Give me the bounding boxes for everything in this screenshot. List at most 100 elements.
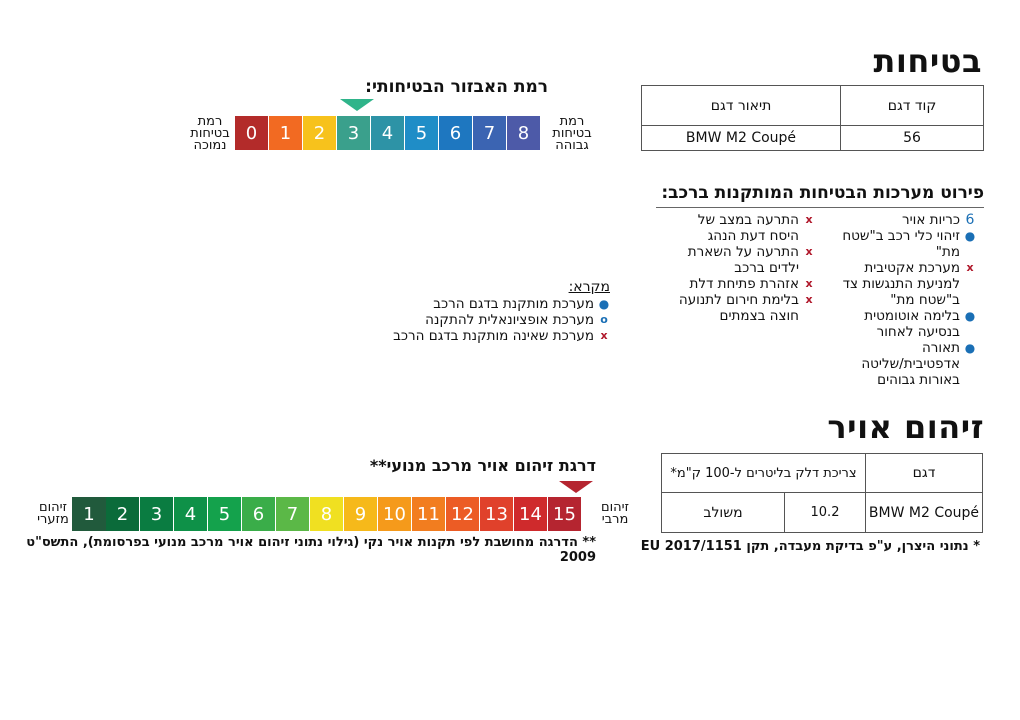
label-line: רמת (197, 114, 223, 129)
systems-divider (656, 207, 984, 208)
safety-low-label: רמת בטיחות נמוכה (188, 114, 232, 153)
not-installed-icon: x (966, 261, 974, 274)
safety-level-1: 1 (269, 116, 303, 150)
list-item: x התרעה על השארת ילדים ברכב (665, 244, 815, 276)
installed-icon: ● (598, 297, 610, 311)
pollution-model-table: דגם צריכת דלק בליטרים ל-100 ק"מ* BMW M2 … (661, 453, 983, 533)
selected-level-arrow (340, 99, 374, 111)
safety-systems-title: פירוט מערכות הבטיחות המותקנות ברכב: (661, 183, 984, 203)
label-line: בטיחות (552, 126, 592, 141)
item-label: בלימת חירום לתנועה חוצה בצמתים (678, 292, 799, 324)
table-cell: BMW M2 Coupé (865, 492, 983, 533)
item-label: התרעה על השארת ילדים ברכב (687, 244, 799, 276)
footnote-fuel: * נתוני היצרן, ע"פ בדיקת מעבדה, תקן EU 2… (640, 539, 980, 554)
not-installed-icon: x (600, 329, 608, 342)
installed-icon: ● (964, 229, 976, 243)
label-line: גבוהה (555, 138, 589, 153)
item-label: מערכת אקטיבית למניעת התנגשות צד ב"שטח מת… (842, 260, 960, 308)
safety-level-2: 2 (303, 116, 337, 150)
systems-column-right: 6 כריות אויר ● זיהוי כלי רכב ב"שטח מת" x מערכ… (826, 212, 976, 388)
label-line: זיהום (600, 500, 630, 515)
table-cell: משולב (661, 492, 785, 533)
item-label: תאורה אדפטיבית/שליטה באורות גבוהים (861, 340, 960, 388)
label-line: מרבי (601, 512, 629, 527)
pollution-level-3: 3 (140, 497, 174, 531)
table-header: דגם (865, 453, 983, 493)
label-line: רמת (559, 114, 585, 129)
list-item: ● מערכת מותקנת בדגם הרכב (390, 296, 610, 312)
pollution-level-9: 9 (344, 497, 378, 531)
optional-icon: o (600, 313, 608, 326)
legend-title: מקרא: (568, 279, 610, 295)
not-installed-icon: x (805, 245, 813, 258)
item-label: התרעה במצב של היסח דעת הנהג (697, 212, 799, 244)
pollution-level-12: 12 (446, 497, 480, 531)
pollution-level-5: 5 (208, 497, 242, 531)
pollution-level-1: 1 (72, 497, 106, 531)
list-item: x מערכת אקטיבית למניעת התנגשות צד ב"שטח מ… (826, 260, 976, 308)
pollution-level-4: 4 (174, 497, 208, 531)
list-item: ● תאורה אדפטיבית/שליטה באורות גבוהים (826, 340, 976, 388)
pollution-level-11: 11 (412, 497, 446, 531)
item-label: מערכת מותקנת בדגם הרכב (433, 296, 594, 312)
pollution-level-13: 13 (480, 497, 514, 531)
safety-level-0: 0 (235, 116, 269, 150)
systems-column-left: x התרעה במצב של היסח דעת הנהג x התרעה על הש… (665, 212, 815, 324)
pollution-high-label: זיהום מרבי (598, 500, 632, 527)
not-installed-icon: x (805, 293, 813, 306)
label-line: מזערי (37, 512, 69, 527)
list-item: ● זיהוי כלי רכב ב"שטח מת" (826, 228, 976, 260)
safety-level-3: 3 (337, 116, 371, 150)
pollution-level-indicator (559, 481, 593, 493)
label-line: בטיחות (190, 126, 230, 141)
table-cell: BMW M2 Coupé (641, 125, 841, 151)
legend-items: ● מערכת מותקנת בדגם הרכב o מערכת אופציונאלי… (390, 296, 610, 344)
safety-model-table: קוד דגם תיאור דגם 56 BMW M2 Coupé (641, 85, 984, 151)
table-header: צריכת דלק בליטרים ל-100 ק"מ* (661, 453, 866, 493)
safety-high-label: רמת בטיחות גבוהה (552, 114, 592, 153)
list-item: x אזהרת פתיחת דלת (665, 276, 815, 292)
installed-icon: ● (964, 341, 976, 355)
list-item: o מערכת אופציונאלית להתקנה (390, 312, 610, 328)
count-value: 6 (965, 212, 975, 228)
safety-level-indicator (340, 99, 374, 111)
safety-level-title: רמת האבזור הבטיחותי: (365, 77, 548, 97)
item-label: כריות אויר (902, 212, 960, 228)
item-label: מערכת שאינה מותקנת בדגם הרכב (393, 328, 594, 344)
safety-title: בטיחות (873, 42, 982, 80)
list-item: x מערכת שאינה מותקנת בדגם הרכב (390, 328, 610, 344)
installed-icon: ● (964, 309, 976, 323)
table-header: קוד דגם (840, 85, 984, 126)
item-label: בלימה אוטומטית בנסיעה לאחור (864, 308, 960, 340)
pollution-level-8: 8 (310, 497, 344, 531)
pollution-level-6: 6 (242, 497, 276, 531)
selected-level-arrow (559, 481, 593, 493)
safety-level-5: 5 (405, 116, 439, 150)
pollution-level-title: דרגת זיהום אויר מרכב מנועי** (369, 456, 596, 475)
safety-level-4: 4 (371, 116, 405, 150)
item-label: אזהרת פתיחת דלת (689, 276, 799, 292)
footnote-pollution: ** הדרגה מחושבת לפי תקנות אויר נקי (גילו… (26, 535, 596, 565)
not-installed-icon: x (805, 213, 813, 226)
list-item: x בלימת חירום לתנועה חוצה בצמתים (665, 292, 815, 324)
list-item: x התרעה במצב של היסח דעת הנהג (665, 212, 815, 244)
pollution-level-scale: 15 14 13 12 11 10 9 8 7 6 5 4 3 2 1 (72, 497, 582, 531)
pollution-level-2: 2 (106, 497, 140, 531)
legend: מקרא: ● מערכת מותקנת בדגם הרכב o מערכת אופצ… (390, 278, 610, 344)
label-line: נמוכה (193, 138, 227, 153)
not-installed-icon: x (805, 277, 813, 290)
safety-level-6: 6 (439, 116, 473, 150)
list-item: ● בלימה אוטומטית בנסיעה לאחור (826, 308, 976, 340)
safety-level-8: 8 (507, 116, 541, 150)
list-item: 6 כריות אויר (826, 212, 976, 228)
item-label: מערכת אופציונאלית להתקנה (425, 312, 594, 328)
pollution-low-label: זיהום מזערי (36, 501, 70, 527)
table-cell: 10.2 (784, 492, 866, 533)
pollution-level-14: 14 (514, 497, 548, 531)
pollution-level-7: 7 (276, 497, 310, 531)
item-label: זיהוי כלי רכב ב"שטח מת" (842, 228, 960, 260)
table-header: תיאור דגם (641, 85, 841, 126)
pollution-level-10: 10 (378, 497, 412, 531)
pollution-level-15: 15 (548, 497, 582, 531)
